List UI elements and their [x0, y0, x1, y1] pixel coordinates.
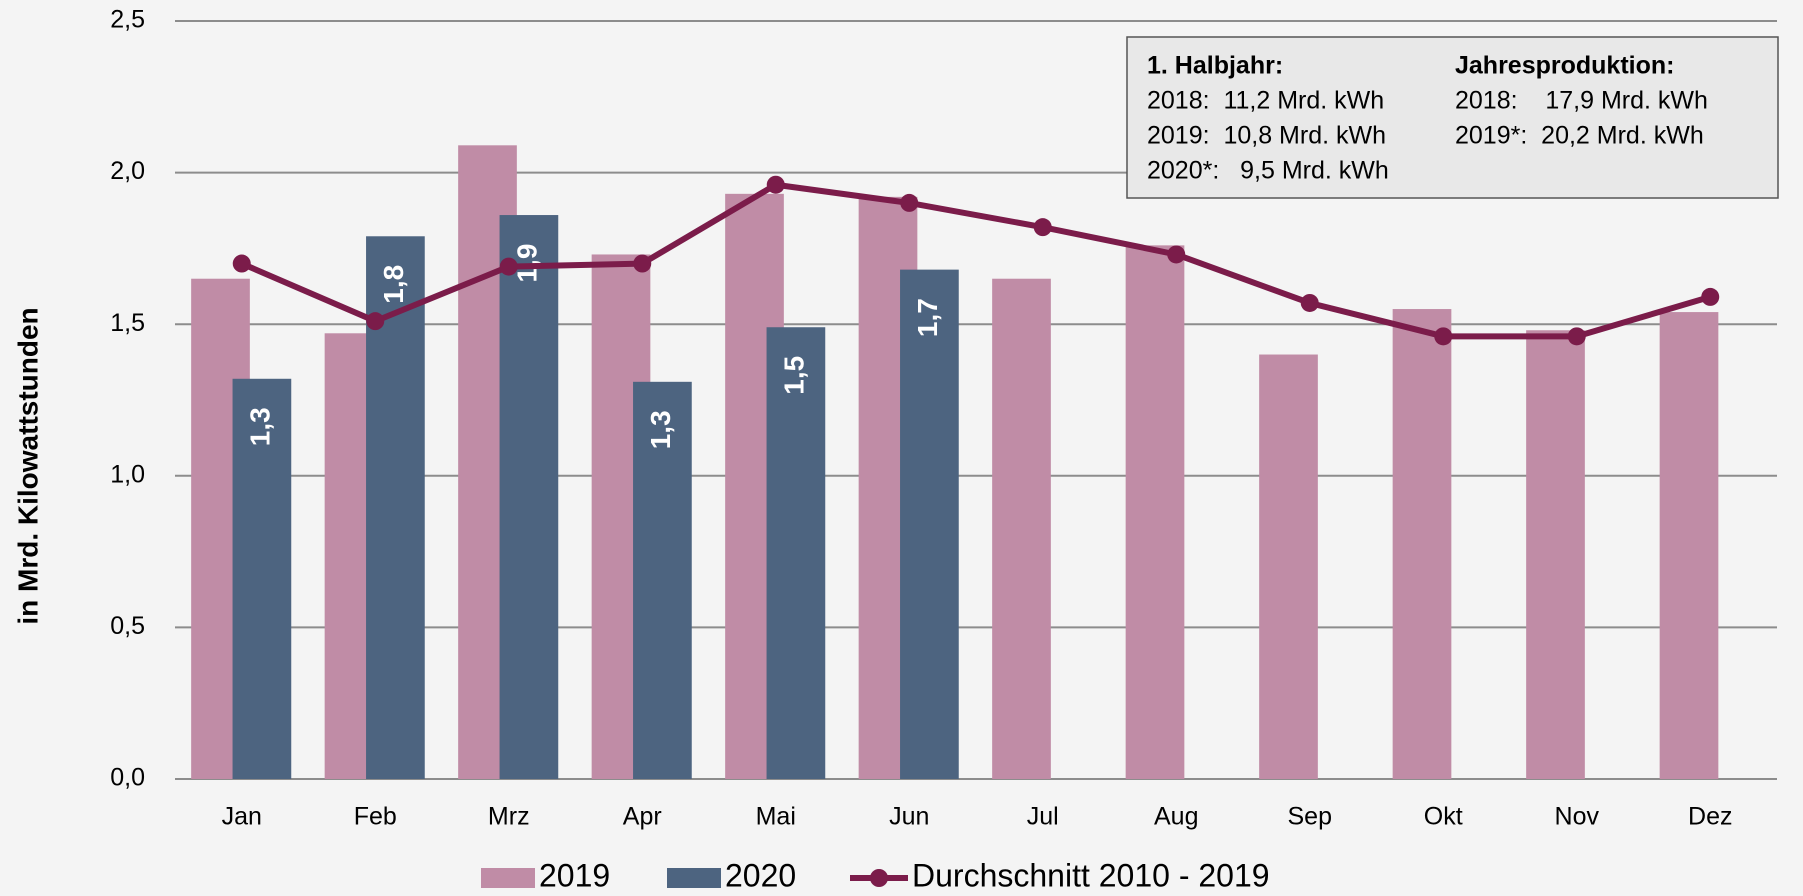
bar: [232, 378, 292, 779]
data-label: 1,8: [378, 265, 409, 304]
annotation-heading: Jahresproduktion:: [1455, 52, 1674, 80]
bar: [992, 278, 1051, 779]
line-marker: [1033, 218, 1052, 237]
x-tick-label: Mrz: [488, 803, 530, 831]
annotation-line: 2019: 10,8 Mrd. kWh: [1147, 122, 1386, 150]
annotation-line: 2018: 11,2 Mrd. kWh: [1147, 87, 1384, 115]
y-tick-label: 2,5: [110, 6, 145, 34]
x-tick-label: Jul: [1027, 803, 1059, 831]
y-tick-label: 1,0: [110, 460, 145, 488]
line-marker: [1434, 327, 1453, 346]
y-tick-label: 2,0: [110, 157, 145, 185]
y-axis-title: in Mrd. Kilowattstunden: [12, 307, 43, 624]
annotation-line: 2018: 17,9 Mrd. kWh: [1455, 87, 1708, 115]
x-tick-label: Nov: [1555, 803, 1600, 831]
y-tick-label: 0,5: [110, 612, 145, 640]
line-marker: [1167, 245, 1186, 264]
bar: [1125, 245, 1185, 780]
bar: [1526, 330, 1585, 779]
legend-label: 2019: [539, 857, 610, 893]
data-label: 1,3: [244, 407, 275, 446]
legend-label: 2020: [725, 857, 796, 893]
x-tick-label: Sep: [1288, 803, 1332, 831]
annotation-box: [1126, 36, 1779, 199]
legend-swatch: [667, 868, 721, 888]
legend-marker: [870, 869, 888, 887]
line-marker: [232, 254, 251, 273]
bar: [1259, 354, 1318, 779]
annotation-line: 2020*: 9,5 Mrd. kWh: [1147, 157, 1389, 185]
line-marker: [499, 257, 518, 276]
x-tick-label: Feb: [354, 803, 397, 831]
bar: [499, 215, 559, 780]
bar: [900, 269, 959, 779]
data-label: 1,7: [912, 298, 943, 337]
legend-swatch: [481, 868, 535, 888]
y-tick-label: 1,5: [110, 309, 145, 337]
line-marker: [1300, 293, 1319, 312]
line: [240, 181, 1712, 340]
legend-label: Durchschnitt 2010 - 2019: [912, 857, 1270, 893]
x-tick-label: Apr: [623, 803, 662, 831]
x-tick-label: Jun: [889, 803, 929, 831]
line-marker: [1701, 287, 1720, 306]
bar: [633, 381, 692, 779]
bar: [1392, 309, 1452, 779]
bar: [766, 327, 826, 779]
line-marker: [766, 175, 785, 194]
y-tick-label: 0,0: [110, 764, 145, 792]
line-marker: [633, 254, 652, 273]
line-marker: [1567, 327, 1586, 346]
x-tick-label: Aug: [1154, 803, 1198, 831]
line-marker: [900, 193, 919, 212]
x-tick-label: Okt: [1424, 803, 1463, 831]
x-tick-label: Mai: [756, 803, 796, 831]
annotation-heading: 1. Halbjahr:: [1147, 52, 1283, 80]
line-marker: [366, 312, 385, 331]
data-label: 1,5: [778, 356, 809, 395]
bar: [1659, 312, 1719, 779]
annotation-line: 2019*: 20,2 Mrd. kWh: [1455, 122, 1704, 150]
x-tick-label: Jan: [222, 803, 262, 831]
data-label: 1,3: [645, 410, 676, 449]
x-tick-label: Dez: [1688, 803, 1732, 831]
